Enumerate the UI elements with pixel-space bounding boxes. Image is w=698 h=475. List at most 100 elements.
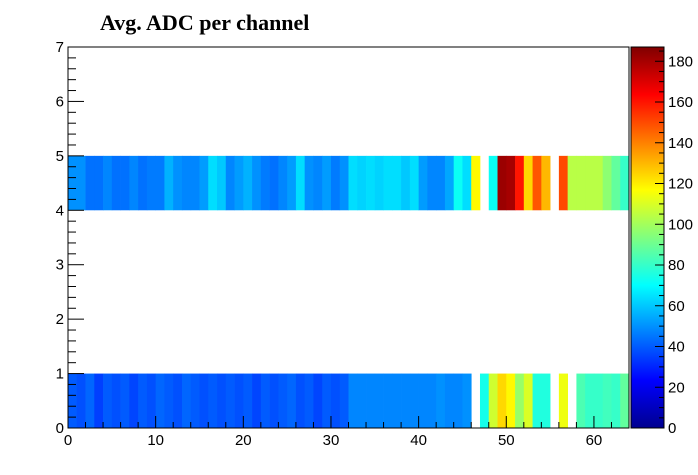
heatmap-cell (462, 373, 472, 428)
heatmap-cell (208, 373, 218, 428)
heatmap-cell (225, 373, 235, 428)
heatmap-cell (541, 155, 551, 211)
heatmap-cell (532, 373, 542, 428)
heatmap-cell (366, 155, 376, 211)
y-tick-label: 4 (56, 202, 64, 219)
heatmap-cell (138, 155, 148, 211)
colorbar-tick-label: 60 (668, 298, 685, 315)
heatmap-cell (339, 373, 349, 428)
heatmap-cell (252, 155, 262, 211)
heatmap-cell (103, 155, 113, 211)
heatmap-cell (278, 155, 288, 211)
heatmap-cell (120, 155, 130, 211)
colorbar-tick-label: 160 (668, 94, 693, 111)
colorbar-tick-label: 140 (668, 135, 693, 152)
heatmap-cell (76, 155, 86, 211)
heatmap-cell (129, 155, 139, 211)
heatmap-cell (602, 155, 612, 211)
colorbar-tick-label: 20 (668, 379, 685, 396)
heatmap-cell (444, 373, 455, 428)
heatmap-cell (593, 155, 604, 211)
heatmap-cell (287, 155, 297, 211)
heatmap-cell (523, 155, 533, 211)
heatmap-cell (383, 373, 393, 428)
heatmap-cell (103, 373, 113, 428)
heatmap-cell (479, 373, 490, 428)
colorbar-tick-label: 40 (668, 339, 685, 356)
heatmap-cell (418, 155, 428, 211)
heatmap-cell (85, 373, 95, 428)
heatmap-cell (225, 155, 235, 211)
heatmap-cell (313, 373, 323, 428)
heatmap-cell (243, 155, 253, 211)
heatmap-cell (585, 373, 595, 428)
heatmap-cell (436, 155, 446, 211)
heatmap-cell (427, 155, 437, 211)
heatmap-cell (181, 373, 192, 428)
heatmap-cell (585, 155, 595, 211)
heatmap-cell (129, 373, 139, 428)
heatmap-cell (138, 373, 148, 428)
heatmap-cell (322, 373, 332, 428)
heatmap-cell (374, 155, 384, 211)
heatmap-cell (234, 155, 244, 211)
heatmap-cell (181, 155, 192, 211)
heatmap-cell (515, 373, 525, 428)
y-tick-label: 1 (56, 366, 64, 383)
heatmap-cell (260, 373, 270, 428)
heatmap-cell (173, 373, 183, 428)
heatmap-cell (120, 373, 130, 428)
heatmap-cell (409, 373, 419, 428)
heatmap-cell (620, 373, 630, 428)
heatmap-cell (453, 155, 463, 211)
heatmap-cell (304, 155, 314, 211)
heatmap-cell (217, 155, 227, 211)
heatmap-cell (488, 373, 498, 428)
heatmap-cell (190, 155, 200, 211)
colorbar-tick-label: 180 (668, 53, 693, 70)
x-tick-label: 40 (410, 432, 427, 449)
heatmap-cell (541, 373, 551, 428)
y-tick-label: 2 (56, 311, 64, 328)
heatmap-cell (146, 373, 157, 428)
colorbar-tick-label: 120 (668, 176, 693, 193)
x-tick-label: 30 (323, 432, 340, 449)
heatmap-cell (392, 373, 402, 428)
heatmap-cell (558, 373, 568, 428)
heatmap-cell (576, 155, 586, 211)
heatmap-cell (374, 373, 384, 428)
heatmap-cell (252, 373, 262, 428)
heatmap-cell (383, 155, 393, 211)
heatmap-cell (348, 373, 358, 428)
x-tick-label: 50 (498, 432, 515, 449)
heatmap-cell (278, 373, 288, 428)
heatmap-cell (576, 373, 586, 428)
heatmap-cell (330, 155, 341, 211)
heatmap-cell (427, 373, 437, 428)
heatmap-cell (611, 373, 621, 428)
heatmap-cell (392, 155, 402, 211)
colorbar-axis: 0 20 40 60 80 100 120 140 160 180 (655, 50, 693, 437)
heatmap-cell (208, 155, 218, 211)
heatmap-cell (506, 373, 516, 428)
x-tick-label: 60 (586, 432, 603, 449)
heatmap-cell (497, 373, 507, 428)
axes: 0 10 20 30 40 50 60 0 1 2 3 4 5 6 7 (56, 39, 630, 449)
heatmap-cell (506, 155, 516, 211)
heatmap-cell (602, 373, 612, 428)
heatmap-cell (558, 155, 568, 211)
x-tick-label: 20 (235, 432, 252, 449)
heatmap-cell (146, 155, 157, 211)
heatmap-cell (68, 373, 78, 428)
heatmap-cell (304, 373, 314, 428)
heatmap-cell (401, 155, 411, 211)
heatmap-cell (462, 155, 472, 211)
heatmap-cell (287, 373, 297, 428)
heatmap-cell (94, 155, 104, 211)
heatmap-cell (295, 373, 306, 428)
heatmap-cell (611, 155, 621, 211)
heatmap-cells (68, 155, 630, 428)
colorbar (630, 46, 665, 429)
heatmap-cell (357, 155, 367, 211)
